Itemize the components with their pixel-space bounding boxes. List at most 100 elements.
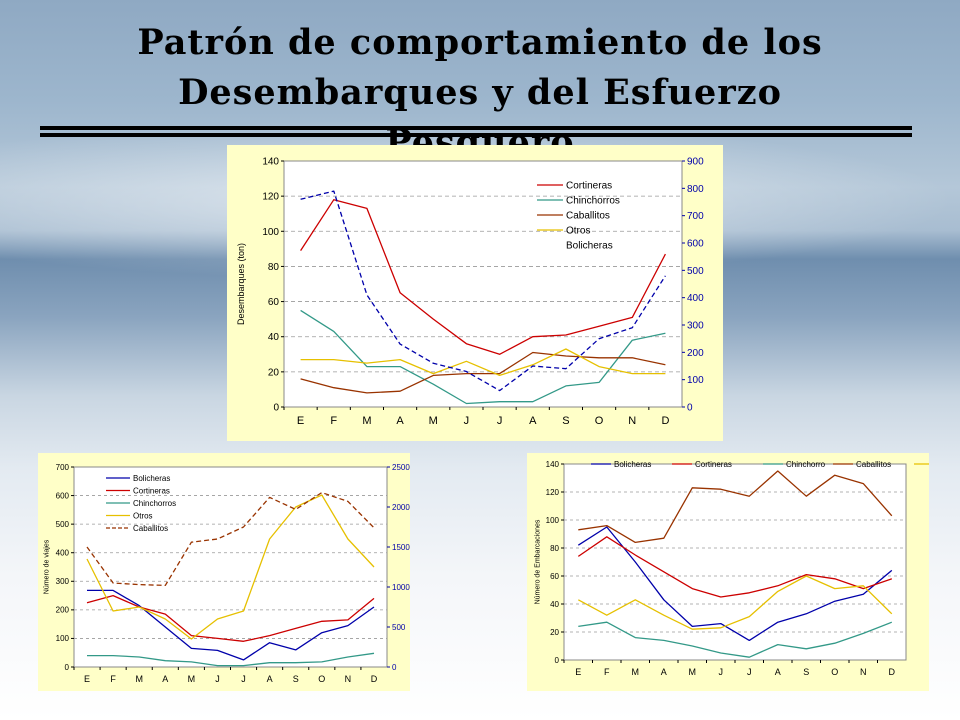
y-tick-label: 140 <box>546 460 560 469</box>
y-tick-label: 40 <box>550 600 559 609</box>
x-tick-label: M <box>689 667 697 677</box>
series-line-bolicheras <box>300 190 666 392</box>
x-tick-label: F <box>604 667 610 677</box>
series-line-caballitos <box>578 470 893 544</box>
title-line-3: Pesquero <box>0 118 960 146</box>
legend-label-caballitos: Caballitos <box>566 211 610 222</box>
x-tick-label: F <box>330 415 337 427</box>
x-tick-label: O <box>595 415 604 427</box>
y-tick-label: 80 <box>268 262 280 273</box>
x-tick-label: F <box>110 674 116 684</box>
x-tick-label: J <box>747 667 752 677</box>
series-line-chinchorros <box>300 309 666 405</box>
y2-tick-label: 400 <box>687 293 704 304</box>
panel-landings-chart: 0 20 40 60 80 100 120 140 0 100 200 300 400 500 600 700… <box>227 145 723 441</box>
x-tick-label: J <box>497 415 503 427</box>
legend-label-caballitos: Caballitos <box>133 524 168 533</box>
x-tick-label: S <box>803 667 809 677</box>
x-tick-label: A <box>162 674 168 684</box>
series-line-caballitos <box>86 491 375 587</box>
x-tick-label: M <box>362 415 371 427</box>
y2-tick-label: 500 <box>392 623 406 632</box>
y-tick-label: 80 <box>550 544 559 553</box>
x-tick-label: N <box>345 674 352 684</box>
title-line-1: Patrón de comportamiento de los <box>137 22 823 63</box>
x-tick-label: N <box>628 415 636 427</box>
series-line-cortineras <box>86 594 375 642</box>
y-tick-label: 500 <box>56 520 70 529</box>
y2-tick-label: 300 <box>687 321 704 332</box>
y2-tick-label: 1500 <box>392 543 410 552</box>
title-rule-lower <box>40 133 912 137</box>
series-line-otros <box>577 575 893 630</box>
legend-label-otros: Otros <box>566 226 590 237</box>
y-tick-label: 100 <box>56 634 70 643</box>
legend-label-bolicheras: Bolicheras <box>566 241 613 252</box>
title-rule-upper <box>40 126 912 130</box>
x-tick-label: D <box>889 667 896 677</box>
x-tick-label: J <box>719 667 724 677</box>
y-tick-label: 20 <box>268 367 280 378</box>
y-tick-label: 300 <box>56 577 70 586</box>
x-tick-label: J <box>215 674 220 684</box>
series-line-chinchorros <box>87 652 375 667</box>
y2-tick-label: 800 <box>687 184 704 195</box>
x-tick-label: S <box>293 674 299 684</box>
y-tick-label: 0 <box>65 663 70 672</box>
x-tick-label: M <box>632 667 640 677</box>
x-tick-label: J <box>464 415 470 427</box>
y2-tick-label: 500 <box>687 266 704 277</box>
x-tick-label: N <box>860 667 867 677</box>
x-tick-label: D <box>371 674 378 684</box>
legend-label-chinchorro: Chinchorro <box>786 460 826 469</box>
x-tick-label: M <box>135 674 143 684</box>
x-tick-label: A <box>661 667 667 677</box>
legend-label-cortineras: Cortineras <box>133 486 170 495</box>
x-tick-label: E <box>84 674 90 684</box>
panel-trips-chart: 0 100 200 300 400 500 600 700 0 500 1000 1500 2000 25… <box>38 453 410 691</box>
series-line-cortineras <box>577 536 893 598</box>
x-tick-label: A <box>267 674 273 684</box>
y-axis-title: Número de Embarcaciones <box>534 519 541 604</box>
y2-tick-label: 0 <box>687 403 693 414</box>
y-tick-label: 0 <box>555 656 560 665</box>
y2-tick-label: 2000 <box>392 503 410 512</box>
trips-chart-svg: 0 100 200 300 400 500 600 700 0 500 1000 1500 2000 25… <box>43 463 410 684</box>
x-tick-label: M <box>429 415 438 427</box>
y-tick-label: 600 <box>56 491 70 500</box>
y-tick-label: 60 <box>268 297 280 308</box>
y-tick-label: 40 <box>268 332 280 343</box>
y2-tick-label: 700 <box>687 211 704 222</box>
x-tick-label: M <box>188 674 196 684</box>
legend-label-bolicheras: Bolicheras <box>614 460 651 469</box>
x-tick-label: O <box>318 674 325 684</box>
y2-tick-label: 0 <box>392 663 397 672</box>
y2-tick-label: 2500 <box>392 463 410 472</box>
title-line-2: Desembarques y del Esfuerzo <box>178 72 782 113</box>
plot-area <box>283 160 683 408</box>
legend-label-cortineras: Cortineras <box>695 460 732 469</box>
x-tick-label: D <box>661 415 669 427</box>
x-tick-label: O <box>831 667 838 677</box>
landings-chart-svg: 0 20 40 60 80 100 120 140 0 100 200 300 400 500 600 700… <box>236 157 704 428</box>
y-tick-label: 100 <box>262 227 279 238</box>
x-tick-label: S <box>562 415 569 427</box>
y2-tick-label: 900 <box>687 157 704 168</box>
x-tick-label: A <box>529 415 537 427</box>
series-line-caballitos <box>300 351 666 394</box>
y-tick-label: 20 <box>550 628 559 637</box>
legend-label-bolicheras: Bolicheras <box>133 474 170 483</box>
y-tick-label: 100 <box>546 516 560 525</box>
legend-label-cortineras: Cortineras <box>566 181 612 192</box>
x-tick-label: A <box>775 667 781 677</box>
series-line-otros <box>86 494 375 640</box>
vessels-chart-svg: 0 20 40 60 80 100 120 140 E F M A M J J A S O N D Número de … <box>534 460 929 677</box>
legend-label-chinchorros: Chinchorros <box>133 499 176 508</box>
legend-label-chinchorros: Chinchorros <box>566 196 620 207</box>
y-tick-label: 0 <box>273 403 279 414</box>
y-tick-label: 60 <box>550 572 559 581</box>
series-line-bolicheras <box>577 526 893 642</box>
plot-area <box>563 463 907 661</box>
y2-tick-label: 100 <box>687 375 704 386</box>
y-tick-label: 700 <box>56 463 70 472</box>
